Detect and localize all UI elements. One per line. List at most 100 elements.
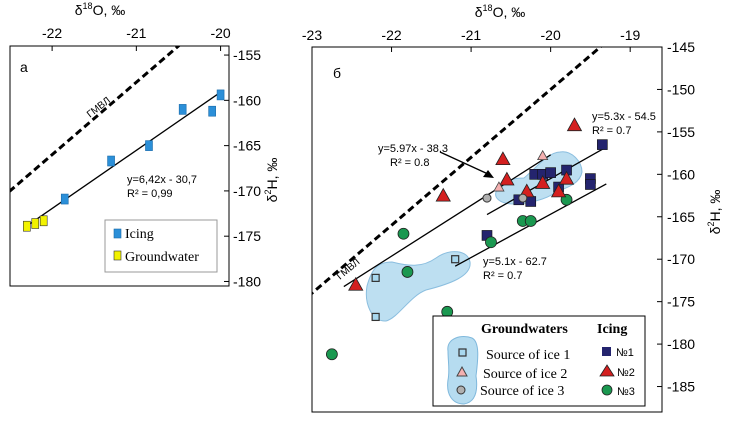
y-tick-label: -175: [233, 228, 261, 244]
source-ice-1-blob: [365, 251, 471, 322]
y-tick-label: -180: [233, 273, 261, 289]
icing-square-point: [545, 167, 556, 178]
x-tick-label: -19: [620, 27, 640, 43]
y-tick-label: -165: [667, 209, 695, 225]
y-tick-label: -165: [233, 138, 261, 154]
eq-1-arrow-head: [483, 170, 494, 178]
panel-a-r2: R² = 0,99: [127, 188, 173, 200]
panel-a-label: а: [20, 59, 28, 75]
legend-icing-label: Icing: [125, 227, 154, 242]
icing-point: [60, 193, 69, 205]
icing-point: [145, 140, 153, 151]
panel-b-regression-line-2: [486, 146, 607, 216]
panel-b-gmwl-label: ГМВЛ: [335, 257, 362, 283]
eq-1-arrow-line: [439, 151, 489, 175]
groundwater-square-point: [371, 312, 380, 322]
panel-b-x-axis-title: δ18O, ‰: [475, 3, 525, 20]
y-tick-label: -175: [667, 294, 695, 310]
panel-a-gmwl-line: [10, 46, 181, 193]
legend-icing-1-label: №1: [616, 347, 634, 359]
icing-point: [178, 104, 187, 115]
legend-source-1-label: Source of ice 1: [486, 348, 570, 363]
icing-circle-point: [325, 348, 338, 361]
legend-source-3-marker: [456, 385, 466, 395]
y-tick-label: -150: [667, 81, 695, 97]
icing-circle-point: [401, 266, 414, 278]
panel-b-label: б: [333, 65, 341, 81]
icing-triangle-point: [550, 183, 567, 198]
panel-a-axes: -22 -21 -20-155 -160 -165 -170 -175 -180: [42, 25, 261, 289]
legend-icing-3-label: №3: [617, 386, 635, 398]
panel-b-axes: -23 -22 -21 -20 -19 -145 -150 -155 -160 -165 -170 -…: [302, 27, 695, 395]
y-tick-label: -170: [667, 251, 695, 267]
icing-square-point: [597, 139, 608, 150]
panel-b-frame: [311, 46, 663, 413]
icing-point: [216, 89, 225, 101]
groundwater-circle-point: [518, 193, 528, 203]
icing-square-point: [585, 179, 596, 190]
groundwater-point: [23, 220, 31, 232]
legend-icing-swatch: [113, 228, 122, 239]
icing-circle-point: [485, 236, 497, 249]
eq-2: y=5.3x - 54.5: [592, 111, 656, 123]
x-tick-label: -21: [126, 25, 146, 41]
icing-point: [107, 155, 115, 167]
y-tick-label: -155: [233, 47, 261, 63]
legend-icing-2-label: №2: [617, 367, 635, 379]
x-tick-label: -22: [381, 27, 401, 43]
legend-icing-3-marker: [601, 384, 613, 396]
panel-b-y-axis-title: δ2H, ‰: [706, 190, 723, 235]
panel-a-legend: Icing Groundwater: [104, 219, 218, 273]
legend-source-3-label: Source of ice 3: [480, 384, 564, 399]
y-tick-label: -180: [667, 336, 695, 352]
groundwater-circle-point: [482, 193, 492, 203]
eq-1-r2: R² = 0.8: [390, 157, 429, 169]
panel-b-gmwl-line: [312, 47, 603, 296]
icing-triangle-point: [535, 174, 551, 189]
icing-triangle-point: [348, 276, 364, 291]
panel-a-frame: [9, 45, 230, 287]
panel-b-legend: Groundwaters Icing Source of ice 1 Sourc…: [432, 315, 646, 407]
eq-3: y=5.1x - 62.7: [483, 256, 547, 268]
x-tick-label: -20: [210, 25, 230, 41]
icing-triangle-point: [495, 151, 511, 166]
eq-3-r2: R² = 0.7: [483, 270, 522, 282]
panel-a-x-axis-title: δ18O, ‰: [75, 1, 125, 18]
x-tick-label: -20: [541, 27, 561, 43]
legend-source-2-marker: [456, 365, 468, 377]
legend-groundwater-label: Groundwater: [125, 250, 199, 265]
x-tick-label: -23: [302, 27, 322, 43]
icing-triangle-point: [558, 170, 575, 185]
panel-b-points: [325, 117, 608, 361]
groundwater-point: [31, 218, 40, 229]
panel-a-gmwl-label: ГМВЛ: [85, 95, 113, 120]
panel-a-lines: [10, 46, 221, 227]
legend-source-2-label: Source of ice 2: [483, 367, 567, 382]
legend-icing-header: Icing: [597, 322, 627, 337]
eq-2-r2: R² = 0.7: [592, 125, 631, 137]
groundwater-square-point: [371, 273, 380, 282]
groundwater-triangle-point: [493, 181, 505, 192]
y-tick-label: -160: [233, 92, 261, 108]
panel-b-lines: [312, 47, 607, 296]
panel-a-y-axis-title: δ2H, ‰: [263, 158, 280, 203]
icing-point: [208, 105, 216, 117]
x-tick-label: -21: [461, 27, 481, 43]
y-tick-label: -155: [667, 124, 695, 140]
panel-a-legend-box: [104, 219, 218, 273]
panel-b: б δ18O, ‰ δ2H, ‰ -23 -22 -21 -20 -19 -145 -150…: [302, 3, 723, 413]
legend-groundwaters-header: Groundwaters: [481, 322, 568, 337]
icing-circle-point: [397, 227, 410, 240]
panel-a-regression-line: [26, 91, 221, 227]
icing-triangle-point: [566, 117, 583, 132]
y-tick-label: -145: [667, 39, 695, 55]
legend-icing-1-marker: [602, 347, 611, 356]
icing-triangle-point: [499, 171, 515, 186]
eq-1: y=5.97x - 38.3: [378, 143, 448, 155]
groundwater-point: [39, 215, 48, 227]
y-tick-label: -160: [667, 166, 695, 182]
icing-circle-point: [524, 215, 537, 227]
x-tick-label: -22: [42, 25, 62, 41]
y-tick-label: -185: [667, 379, 695, 395]
